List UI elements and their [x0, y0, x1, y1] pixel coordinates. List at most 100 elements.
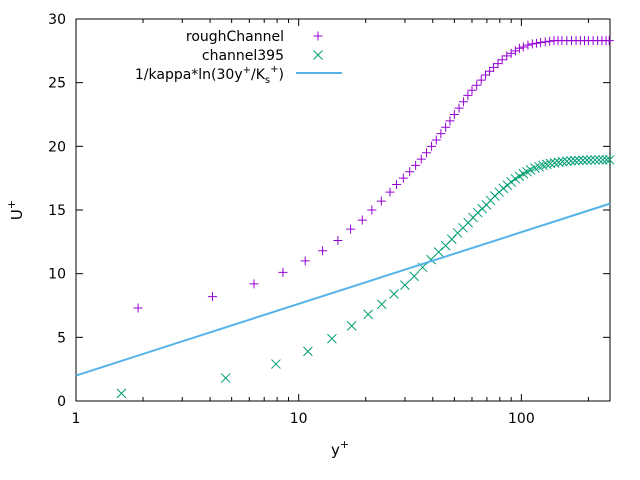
legend-samples [296, 31, 342, 74]
data-point-cross [538, 160, 548, 171]
data-point-plus [459, 97, 469, 107]
data-point-cross [582, 155, 592, 165]
data-point-cross [604, 154, 615, 165]
data-point-plus [506, 48, 516, 58]
data-point-plus [300, 256, 310, 266]
data-point-cross [271, 359, 281, 369]
data-point-plus [523, 40, 533, 50]
data-point-cross [400, 280, 410, 290]
data-point-plus [346, 224, 356, 234]
data-point-plus [333, 236, 343, 246]
data-point-cross [303, 346, 313, 357]
legend-fit-sup2: + [270, 64, 278, 75]
data-point-cross [220, 373, 231, 383]
data-point-plus [518, 42, 528, 52]
legend-sample-plus [313, 31, 323, 41]
data-point-plus [493, 59, 503, 69]
data-point-plus [545, 36, 555, 46]
data-point-plus [604, 36, 614, 46]
x-tick-label: 1 [72, 411, 81, 427]
y-tick-label: 10 [48, 267, 66, 283]
data-point-plus [436, 129, 446, 139]
data-point-plus [422, 148, 432, 158]
x-tick-label: 100 [508, 411, 535, 427]
data-point-plus [502, 51, 512, 61]
data-point-cross [506, 177, 517, 187]
data-point-plus [207, 292, 217, 302]
data-point-plus [398, 173, 408, 183]
data-point-plus [367, 205, 377, 215]
data-point-plus [532, 38, 542, 48]
data-point-cross [594, 154, 604, 165]
data-point-plus [445, 116, 455, 126]
data-point-plus [514, 43, 524, 53]
data-point-cross [363, 309, 373, 320]
data-point-cross [585, 155, 596, 165]
y-tick-label: 0 [57, 394, 66, 410]
data-point-plus [510, 46, 520, 56]
data-point-cross [561, 156, 572, 167]
data-point-cross [541, 159, 552, 170]
legend-sample-cross [313, 50, 323, 60]
data-point-cross [566, 155, 576, 166]
data-point-plus [497, 55, 507, 65]
data-point-plus [476, 75, 486, 85]
legend-fit-part-c: ) [279, 67, 284, 83]
y-axis-label-base: U [8, 209, 26, 220]
data-point-cross [557, 156, 568, 167]
data-point-plus [427, 141, 437, 151]
data-point-cross [409, 271, 420, 282]
data-point-cross [534, 161, 544, 172]
data-point-plus [480, 70, 490, 80]
data-point-plus [278, 267, 288, 277]
x-axis-label: y+ [331, 438, 349, 459]
data-point-plus [405, 167, 415, 177]
x-axis-label-sup: + [340, 438, 349, 451]
data-point-plus [357, 215, 367, 225]
data-point-cross [545, 158, 556, 169]
legend-label-fit-line: 1/kappa*ln(30y+/Ks+) [135, 64, 284, 86]
y-axis-label: U+ [5, 200, 26, 220]
series-marks [75, 36, 615, 399]
data-point-cross [376, 299, 387, 310]
legend-fit-part-b: /K [251, 67, 266, 83]
data-point-plus [467, 85, 477, 95]
legend-label-roughchannel: roughChannel [186, 29, 284, 45]
data-point-cross [549, 158, 560, 168]
data-point-cross [553, 157, 564, 168]
data-point-cross [116, 388, 127, 399]
data-point-plus [527, 39, 537, 49]
data-point-cross [590, 155, 600, 165]
data-point-plus [454, 103, 464, 113]
legend-fit-part-a: 1/kappa*ln(30y [135, 67, 243, 83]
data-point-plus [441, 122, 451, 132]
legend-label-channel395: channel395 [202, 48, 284, 64]
data-point-plus [249, 279, 259, 289]
data-point-plus [133, 303, 143, 313]
data-point-plus [463, 90, 473, 100]
data-point-cross [597, 154, 608, 165]
data-point-plus [385, 187, 395, 197]
y-tick-label: 20 [48, 139, 66, 155]
data-point-plus [449, 110, 459, 119]
data-point-plus [376, 196, 386, 206]
x-tick-label: 10 [290, 411, 308, 427]
legend: roughChannel channel395 1/kappa*ln(30y+/… [135, 29, 342, 86]
data-point-cross [346, 321, 357, 331]
data-point-plus [411, 160, 421, 170]
data-point-plus [540, 37, 550, 47]
y-tick-label: 25 [48, 76, 66, 92]
data-point-cross [601, 154, 612, 165]
series-2 [75, 202, 611, 377]
series-1 [116, 154, 615, 399]
legend-fit-sup1: + [243, 65, 251, 76]
data-point-plus [318, 246, 328, 256]
data-point-plus [536, 38, 546, 48]
data-point-cross [570, 155, 580, 166]
data-point-plus [392, 180, 402, 190]
y-tick-label: 5 [57, 330, 66, 346]
data-point-cross [498, 183, 509, 194]
y-axis-label-sup: + [5, 200, 18, 209]
data-point-plus [485, 66, 495, 76]
